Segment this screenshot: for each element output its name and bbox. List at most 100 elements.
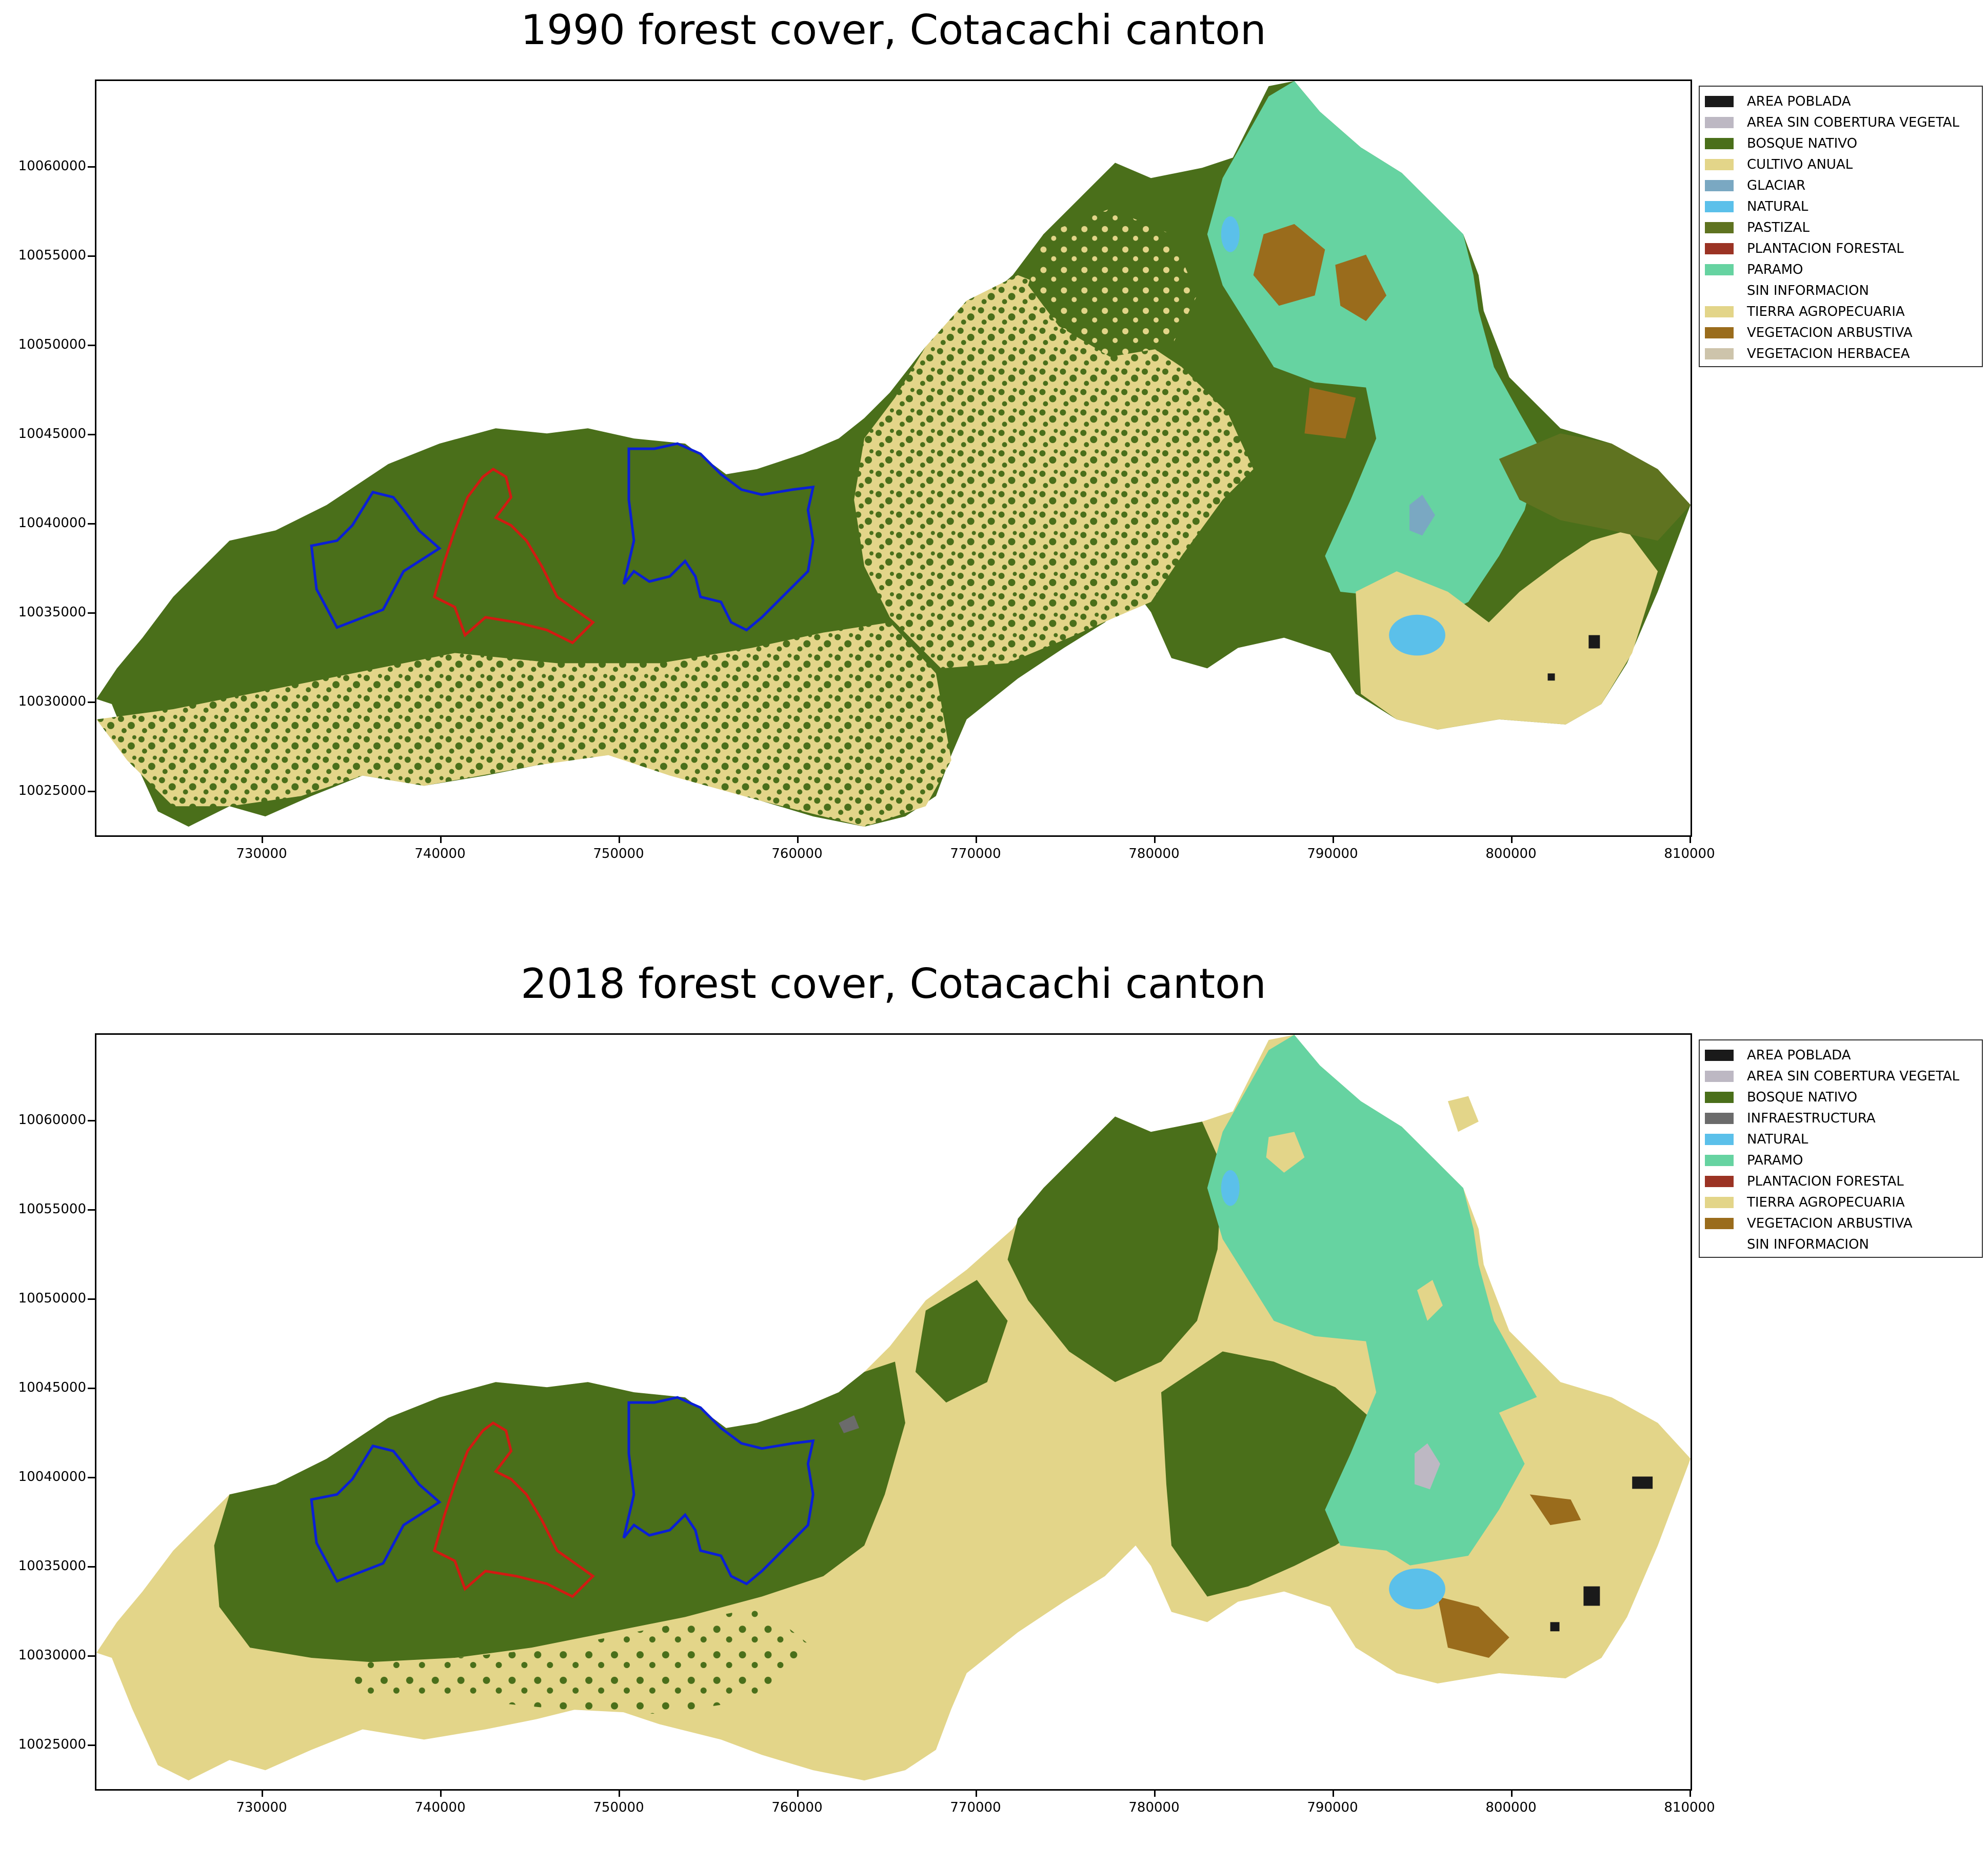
x-tick-label: 790000 bbox=[1281, 836, 1384, 861]
x-tick-label: 740000 bbox=[389, 836, 491, 861]
map-title: 2018 forest cover, Cotacachi canton bbox=[521, 960, 1266, 1008]
boundary-blue-west bbox=[310, 490, 442, 629]
land-cover-map bbox=[96, 1035, 1691, 1781]
y-tick-label: 10025000 bbox=[0, 1737, 95, 1752]
legend-swatch bbox=[1705, 1133, 1734, 1145]
infrastructure bbox=[839, 1415, 860, 1433]
forest-center bbox=[1161, 1351, 1387, 1597]
y-tick-label: 10060000 bbox=[0, 1112, 95, 1128]
x-tick-label: 740000 bbox=[389, 1790, 491, 1815]
town bbox=[1632, 1476, 1653, 1489]
x-tick-label: 810000 bbox=[1638, 836, 1741, 861]
legend-item: VEGETACION HERBACEA bbox=[1705, 343, 1977, 364]
legend-label: SIN INFORMACION bbox=[1747, 283, 1869, 298]
legend-label: PLANTACION FORESTAL bbox=[1747, 240, 1904, 256]
legend-swatch bbox=[1705, 158, 1734, 170]
y-tick-label: 10040000 bbox=[0, 515, 95, 531]
land-cover-map bbox=[96, 81, 1691, 827]
legend-swatch bbox=[1705, 95, 1734, 107]
legend-item: TIERRA AGROPECUARIA bbox=[1705, 1192, 1977, 1213]
legend-label: NATURAL bbox=[1747, 1131, 1808, 1147]
legend-swatch bbox=[1705, 327, 1734, 338]
legend-label: VEGETACION HERBACEA bbox=[1747, 346, 1910, 362]
legend-swatch bbox=[1705, 1154, 1734, 1166]
legend-swatch bbox=[1705, 1112, 1734, 1124]
x-tick-label: 810000 bbox=[1638, 1790, 1741, 1815]
y-tick-label: 10055000 bbox=[0, 248, 95, 263]
agri-patch bbox=[1417, 1280, 1443, 1321]
boundary-red bbox=[432, 467, 595, 645]
legend-item: SIN INFORMACION bbox=[1705, 1234, 1977, 1255]
agri-east bbox=[1356, 530, 1658, 730]
legend-swatch bbox=[1705, 1049, 1734, 1061]
boundary-blue-east bbox=[622, 442, 815, 632]
legend-item: PARAMO bbox=[1705, 259, 1977, 280]
legend-label: VEGETACION ARBUSTIVA bbox=[1747, 1215, 1913, 1231]
town bbox=[1550, 1622, 1560, 1632]
shrub-patch bbox=[1253, 224, 1325, 306]
legend-label: VEGETACION ARBUSTIVA bbox=[1747, 325, 1913, 340]
legend-swatch bbox=[1705, 243, 1734, 254]
x-tick-label: 790000 bbox=[1281, 1790, 1384, 1815]
y-tick-label: 10055000 bbox=[0, 1201, 95, 1217]
x-tick-label: 780000 bbox=[1103, 1790, 1205, 1815]
legend-item: NATURAL bbox=[1705, 196, 1977, 217]
glacier bbox=[1409, 494, 1435, 536]
x-tick-label: 770000 bbox=[924, 836, 1027, 861]
agri-patch bbox=[1447, 1096, 1479, 1132]
y-tick-label: 10050000 bbox=[0, 1291, 95, 1306]
forest-north bbox=[1007, 1116, 1223, 1382]
legend-swatch bbox=[1705, 1175, 1734, 1187]
y-tick-label: 10045000 bbox=[0, 426, 95, 442]
x-tick-label: 750000 bbox=[567, 836, 670, 861]
legend-swatch bbox=[1705, 348, 1734, 359]
legend-label: PASTIZAL bbox=[1747, 219, 1810, 235]
y-tick-label: 10050000 bbox=[0, 337, 95, 352]
legend-swatch bbox=[1705, 285, 1734, 296]
forest-patch bbox=[915, 1280, 1008, 1403]
legend-swatch bbox=[1705, 179, 1734, 191]
legend-item: AREA SIN COBERTURA VEGETAL bbox=[1705, 112, 1977, 133]
legend-item: AREA POBLADA bbox=[1705, 91, 1977, 112]
legend-label: AREA SIN COBERTURA VEGETAL bbox=[1747, 114, 1960, 130]
boundary-blue-west bbox=[310, 1444, 442, 1583]
legend-item: PLANTACION FORESTAL bbox=[1705, 1171, 1977, 1192]
legend-swatch bbox=[1705, 1070, 1734, 1082]
legend-item: CULTIVO ANUAL bbox=[1705, 154, 1977, 175]
shrub-patch bbox=[1304, 387, 1356, 439]
shrub-patch bbox=[1335, 254, 1387, 322]
map-title: 1990 forest cover, Cotacachi canton bbox=[521, 6, 1266, 54]
pastizal-east bbox=[1499, 433, 1691, 541]
legend-item: PARAMO bbox=[1705, 1150, 1977, 1171]
agri-patch bbox=[1266, 1132, 1305, 1173]
legend-swatch bbox=[1705, 1238, 1734, 1250]
agri-east bbox=[1356, 1387, 1691, 1683]
paramo bbox=[1207, 1035, 1540, 1576]
shrub-patch bbox=[1529, 1494, 1581, 1526]
legend-label: AREA SIN COBERTURA VEGETAL bbox=[1747, 1068, 1960, 1084]
legend-label: GLACIAR bbox=[1747, 177, 1806, 193]
legend-item: AREA POBLADA bbox=[1705, 1045, 1977, 1066]
legend-label: AREA POBLADA bbox=[1747, 93, 1851, 109]
legend-item: PASTIZAL bbox=[1705, 217, 1977, 238]
x-tick-label: 760000 bbox=[746, 836, 848, 861]
legend-label: PARAMO bbox=[1747, 262, 1803, 277]
x-tick-label: 770000 bbox=[924, 1790, 1027, 1815]
legend-swatch bbox=[1705, 1091, 1734, 1103]
agri-center bbox=[854, 275, 1254, 669]
boundary-red bbox=[432, 1421, 595, 1598]
legend-swatch bbox=[1705, 264, 1734, 275]
x-tick-label: 800000 bbox=[1460, 836, 1562, 861]
x-tick-label: 760000 bbox=[746, 1790, 848, 1815]
boundary-blue-east bbox=[622, 1396, 815, 1586]
y-tick-label: 10025000 bbox=[0, 783, 95, 798]
legend-label: NATURAL bbox=[1747, 198, 1808, 214]
agri-south bbox=[96, 622, 951, 827]
map-panel-1990: 1990 forest cover, Cotacachi canton 1006… bbox=[0, 0, 1988, 911]
lake bbox=[1389, 614, 1445, 656]
x-tick-label: 800000 bbox=[1460, 1790, 1562, 1815]
x-tick-label: 780000 bbox=[1103, 836, 1205, 861]
legend-label: PLANTACION FORESTAL bbox=[1747, 1173, 1904, 1189]
legend-label: TIERRA AGROPECUARIA bbox=[1747, 304, 1905, 319]
legend-label: SIN INFORMACION bbox=[1747, 1236, 1869, 1252]
